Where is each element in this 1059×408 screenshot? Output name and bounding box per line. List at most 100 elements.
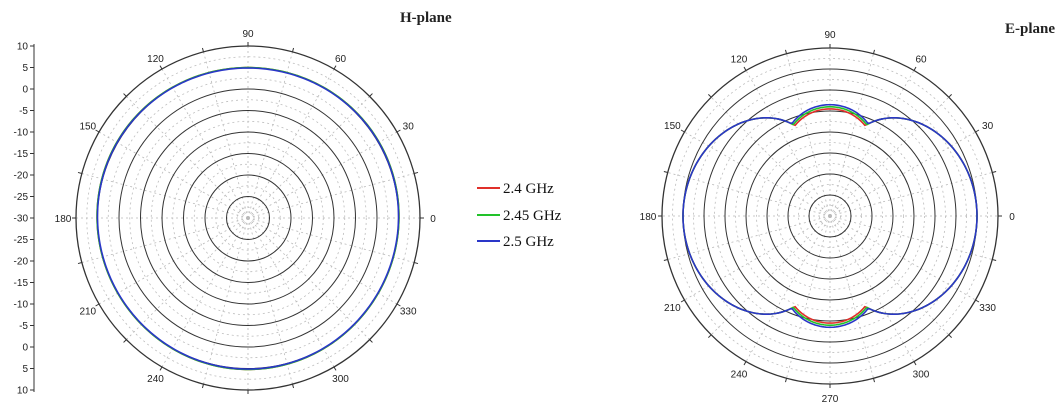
e-plane-title: E-plane: [1005, 21, 1055, 37]
grid-tick: [369, 339, 373, 343]
radial-tick-label: -15: [14, 149, 29, 160]
grid-ring: [183, 153, 313, 283]
grid-tick: [95, 129, 100, 133]
grid-ring: [161, 131, 335, 305]
grid-tick: [663, 258, 668, 261]
grid-ring: [724, 110, 936, 322]
grid-tick: [292, 47, 295, 52]
grid-tick: [975, 299, 980, 303]
grid-ring-minor: [798, 184, 862, 248]
grid-tick: [680, 299, 685, 303]
h-plane-grid: [72, 42, 424, 394]
grid-tick: [708, 334, 712, 338]
grid-tick: [975, 129, 980, 133]
grid-tick: [201, 47, 204, 52]
legend-label: 2.45 GHz: [503, 208, 562, 224]
grid-tick: [333, 65, 337, 70]
radial-tick-label: -30: [14, 214, 29, 225]
grid-ring-minor: [193, 163, 303, 273]
angle-tick-label: 120: [147, 54, 164, 65]
angle-tick-label: 210: [79, 307, 96, 318]
grid-spoke: [786, 215, 831, 379]
radial-tick-label: 5: [22, 364, 28, 375]
grid-ring-minor: [735, 121, 925, 311]
grid-spoke: [667, 215, 831, 260]
grid-spoke: [829, 215, 993, 260]
grid-tick: [123, 339, 127, 343]
grid-tick: [77, 262, 82, 265]
grid-tick: [663, 171, 668, 174]
radial-tick-label: 0: [22, 343, 28, 354]
angle-tick-label: 90: [824, 30, 836, 41]
angle-tick-label: 90: [242, 29, 254, 40]
grid-ring: [787, 173, 873, 259]
grid-tick: [992, 258, 997, 261]
e-plane-grid: [658, 44, 1002, 388]
grid-ring-minor: [693, 79, 967, 353]
angle-tick-label: 60: [915, 54, 927, 65]
angle-tick-label: 330: [400, 307, 417, 318]
angle-tick-label: 150: [79, 122, 96, 133]
grid-ring: [808, 194, 852, 238]
grid-tick: [369, 93, 373, 97]
grid-tick: [396, 129, 401, 133]
grid-ring: [118, 88, 378, 348]
grid-ring-minor: [215, 185, 281, 251]
legend-entry: 2.5 GHz: [477, 234, 554, 250]
angle-tick-label: 180: [55, 214, 72, 225]
radial-tick-label: -10: [14, 128, 29, 139]
grid-ring-minor: [107, 77, 389, 359]
angle-tick-label: 180: [640, 212, 657, 223]
grid-tick: [333, 366, 337, 371]
grid-tick: [159, 366, 163, 371]
grid-ring-minor: [172, 142, 324, 294]
grid-ring: [766, 152, 894, 280]
grid-tick: [201, 384, 204, 389]
angle-tick-label: 300: [913, 370, 930, 381]
e-plane-chart: 0 30 60 90 120 150 180 210 240 270 300 330 E-plane: [640, 21, 1056, 405]
grid-ring-minor: [714, 100, 946, 332]
h-plane-title: H-plane: [400, 10, 452, 26]
grid-spoke: [829, 215, 915, 362]
series-line: [682, 103, 978, 329]
legend-entry: 2.4 GHz: [477, 181, 554, 197]
radial-tick-label: -25: [14, 192, 29, 203]
grid-spoke: [710, 215, 831, 336]
grid-spoke: [829, 172, 993, 217]
grid-spoke: [745, 215, 831, 362]
angle-tick-label: 240: [731, 370, 748, 381]
grid-tick: [948, 94, 952, 98]
h-plane-angle-labels: 0 30 60 90 120 150 180 210 240 300 330: [55, 29, 437, 385]
h-plane-series: [96, 66, 400, 371]
grid-tick: [95, 303, 100, 307]
grid-ring: [745, 131, 915, 301]
series-line: [96, 67, 400, 370]
radial-tick-label: 10: [17, 42, 29, 53]
grid-tick: [872, 378, 875, 383]
h-plane-radial-axis: 10 5 0 -5 -10 -15 -20 -25 -30 -25 -20 -15 -10 -5 0 5 10: [14, 42, 35, 397]
grid-tick: [913, 66, 917, 71]
grid-ring-minor: [819, 205, 841, 227]
radial-tick-label: -10: [14, 300, 29, 311]
grid-tick: [292, 384, 295, 389]
grid-tick: [159, 65, 163, 70]
grid-ring: [140, 110, 356, 326]
radial-tick-label: -20: [14, 257, 29, 268]
grid-ring-minor: [129, 99, 367, 337]
legend: 2.4 GHz 2.45 GHz 2.5 GHz: [477, 181, 562, 250]
grid-spoke: [829, 96, 950, 217]
grid-tick: [680, 129, 685, 133]
grid-tick: [948, 334, 952, 338]
grid-ring-minor: [236, 206, 260, 230]
radial-tick-label: 10: [17, 386, 29, 397]
grid-ring: [204, 174, 292, 262]
grid-spoke: [745, 70, 831, 217]
legend-label: 2.5 GHz: [503, 234, 554, 250]
grid-spoke: [786, 53, 831, 217]
grid-tick: [743, 66, 747, 71]
angle-tick-label: 240: [147, 374, 164, 385]
grid-spoke: [829, 53, 874, 217]
e-plane-series: [682, 103, 978, 329]
grid-ring: [226, 196, 270, 240]
